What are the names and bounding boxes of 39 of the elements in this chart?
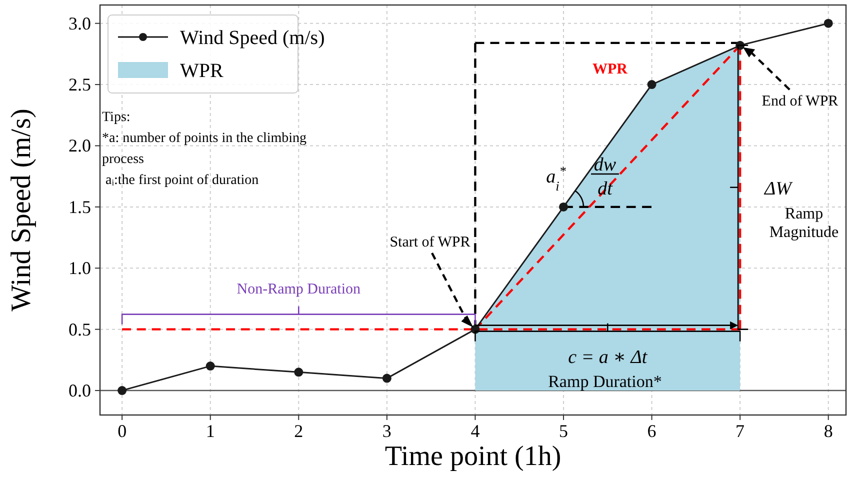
point [206,362,215,371]
legend-label: Wind Speed (m/s) [180,27,325,49]
x-tick-label: 2 [294,421,304,441]
x-tick-label: 1 [206,421,215,441]
annotation: Ramp Magnitude [769,205,839,241]
point [824,18,833,28]
y-tick-label: 1.0 [68,258,91,278]
y-tick-label: 2.0 [68,136,91,156]
annotation: WPR [592,61,628,78]
x-tick-label: 0 [118,421,127,441]
y-tick-label: 3.0 [68,13,91,34]
x-tick-label: 8 [824,421,833,441]
x-axis-title: Time point (1h) [384,441,562,472]
point [558,202,568,212]
x-tick-label: 5 [558,421,568,441]
point [647,80,656,90]
y-tick-label: 0.5 [68,319,91,340]
annotation: Start of WPR [390,234,470,250]
annotation: aᵢ:the first point of duration [102,173,259,188]
y-tick-label: 0.0 [68,380,91,401]
x-tick-label: 6 [647,421,656,441]
y-tick-label: 2.5 [68,74,91,95]
x-tick-label: 3 [382,421,392,441]
legend-label: WPR [180,60,224,82]
x-tick-label: 4 [470,421,480,441]
y-tick-label: 1.5 [68,196,91,217]
annotation: Tips: [102,110,130,125]
annotation: dt [598,178,614,200]
annotation: c = a ∗ Δt [568,346,648,368]
y-axis-title: Wind Speed (m/s) [6,108,37,312]
annotation: End of WPR [762,93,838,110]
point [382,374,392,383]
point [294,368,304,377]
point [118,386,127,396]
annotation: ΔW [764,178,794,200]
x-tick-label: 7 [736,421,745,441]
annotation: Ramp Duration* [548,372,662,391]
annotation: Non-Ramp Duration [236,282,361,298]
annotation: dw [594,154,616,176]
